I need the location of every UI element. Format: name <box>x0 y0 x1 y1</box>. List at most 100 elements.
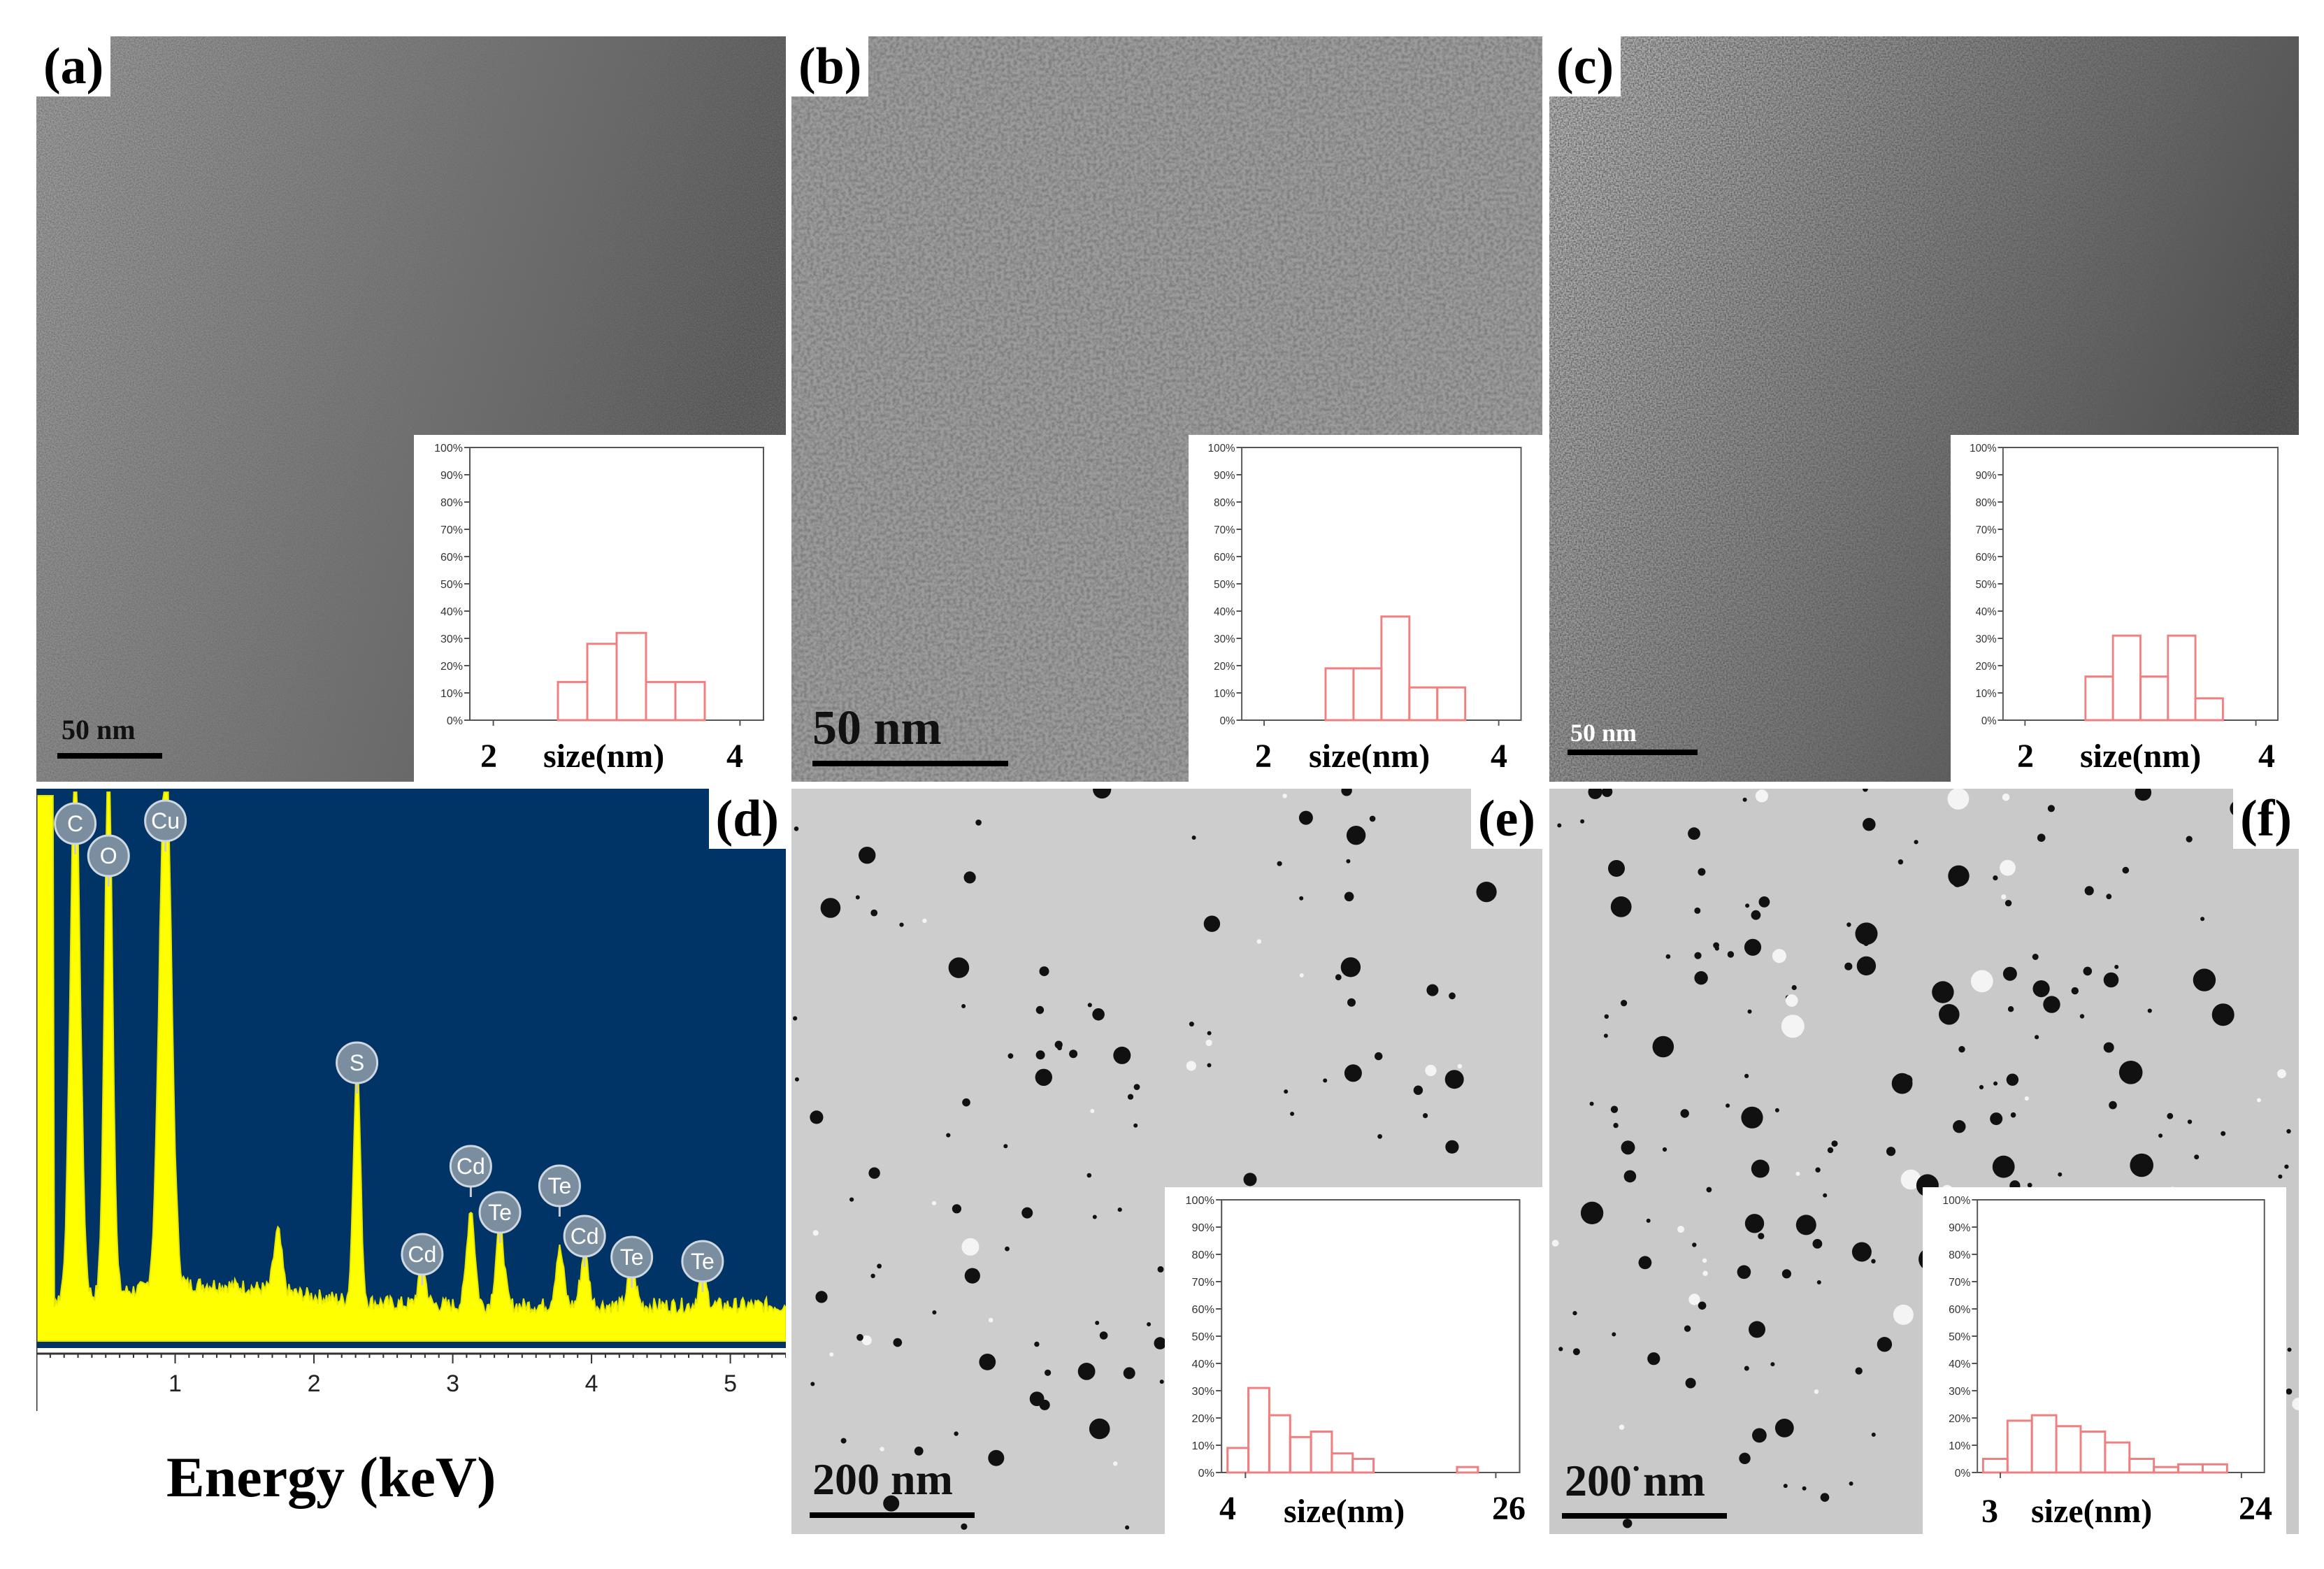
hist-f-tick-min: 3 <box>1981 1493 1998 1530</box>
dots-e-particle <box>1344 1064 1362 1082</box>
hist-e-ytick-label: 20% <box>1192 1412 1214 1425</box>
dots-f-particle <box>2024 1096 2029 1101</box>
hist-c-bar <box>2167 634 2197 722</box>
hist-f-ytick-label: 30% <box>1949 1386 1970 1398</box>
eds-x-tick-label: 1 <box>168 1370 182 1397</box>
hist-b-bar <box>1380 615 1411 722</box>
hist-a-ytick-label: 0% <box>447 715 463 727</box>
hist-f-ytick-label: 10% <box>1949 1440 1970 1452</box>
hist-f-ytick-label: 0% <box>1955 1468 1971 1480</box>
dots-f-particle <box>2058 1172 2063 1177</box>
dots-e-particle <box>1207 1063 1212 1068</box>
dots-e-particle <box>1133 1123 1138 1128</box>
eds-peak-marker-te <box>681 1240 724 1283</box>
hist-a-ytick-label: 20% <box>440 661 463 673</box>
dots-f-particle <box>1677 1226 1685 1233</box>
hist-e-ytick-label: 80% <box>1192 1249 1214 1261</box>
panel-label-c: (c) <box>1549 36 1621 96</box>
dots-f-particle <box>2083 966 2093 976</box>
dots-f-particle <box>2193 968 2216 991</box>
hist-e-bar <box>1310 1431 1333 1474</box>
dots-e-particle <box>1125 1525 1130 1530</box>
dots-f-particle <box>1993 875 1998 881</box>
dots-f-particle <box>1726 1103 1730 1108</box>
eds-peak-marker-cd <box>563 1215 606 1258</box>
eds-x-tick-label: 3 <box>446 1370 459 1397</box>
dots-f-particle <box>1795 1215 1816 1235</box>
dots-e-particle <box>1476 882 1497 903</box>
hist-e-ytick-label: 10% <box>1192 1440 1214 1452</box>
hist-e-tick-min: 4 <box>1219 1490 1236 1527</box>
dots-e-particle <box>1077 1363 1096 1380</box>
dots-e-particle <box>1375 1052 1383 1061</box>
dots-f-particle <box>1688 827 1700 840</box>
dots-f-particle <box>2135 789 2152 801</box>
dots-f-particle <box>1638 1256 1652 1270</box>
dots-f-particle <box>1621 1140 1635 1155</box>
dots-f-particle <box>1621 1000 1628 1007</box>
dots-f-particle <box>1900 1169 1921 1190</box>
hist-a-ytick-label: 90% <box>440 470 463 482</box>
hist-a-tick-max: 4 <box>726 738 743 775</box>
dots-f-particle <box>1781 1015 1805 1038</box>
dots-e-particle <box>1117 1208 1122 1212</box>
hist-e-ytick-label: 100% <box>1186 1194 1215 1207</box>
dots-e-particle <box>1299 973 1304 977</box>
dots-f-particle <box>2032 980 2050 998</box>
dots-f-particle <box>1992 1155 2015 1178</box>
dots-e-particle <box>946 1133 951 1138</box>
dots-e-particle <box>1034 1341 1040 1347</box>
dots-e-particle <box>1426 984 1439 996</box>
dots-e-particle <box>952 1204 961 1214</box>
hist-c-ytick-label: 100% <box>1970 443 1996 455</box>
hist-e-tick-max: 26 <box>1492 1490 1526 1527</box>
dots-f-particle <box>1781 1269 1791 1279</box>
hist-f-bar <box>2201 1463 2228 1474</box>
dots-f-particle <box>1886 1147 1896 1156</box>
eds-peak-label-te: Te <box>488 1200 512 1225</box>
hist-c-ytick-label: 30% <box>1976 633 1997 646</box>
hist-c-ytick-label: 0% <box>1981 715 1997 728</box>
dots-f-particle <box>1844 962 1853 970</box>
dots-f-particle <box>1871 1259 1876 1263</box>
dots-e-particle <box>870 1273 875 1278</box>
dots-f-particle <box>1751 910 1761 920</box>
hist-b-ytick-label: 10% <box>1214 688 1235 700</box>
dots-e-particle <box>1003 1144 1008 1149</box>
dots-f-particle <box>1856 956 1877 976</box>
eds-peak-marker-cu <box>144 799 187 843</box>
dots-f-particle <box>2118 1061 2143 1084</box>
hist-b-ytick-label: 100% <box>1208 443 1235 454</box>
dots-f-particle <box>2004 900 2012 907</box>
eds-peak-label-te: Te <box>691 1249 715 1274</box>
hist-c-ytick-label: 70% <box>1976 524 1997 537</box>
dots-f-particle <box>1970 970 1993 993</box>
dots-f-particle <box>1749 1321 1765 1338</box>
hist-a-ytick-label: 30% <box>440 633 463 645</box>
hist-e-ytick-label: 30% <box>1192 1385 1214 1398</box>
dots-e-particle <box>1341 789 1352 796</box>
dots-f-particle <box>1893 1304 1914 1325</box>
dots-e-particle <box>975 819 982 826</box>
dots-f-particle <box>1623 1170 1637 1183</box>
dots-e-particle <box>1092 1008 1105 1021</box>
dots-f-particle <box>2187 1119 2193 1124</box>
dots-e-particle <box>932 1310 937 1314</box>
dots-e-particle <box>1346 859 1351 864</box>
dots-e-particle <box>1347 998 1356 1007</box>
hist-a-ytick-label: 40% <box>440 606 463 618</box>
dots-f-particle <box>1863 789 1868 792</box>
dots-f-particle <box>2047 805 2055 812</box>
dots-f-particle <box>1572 1311 1577 1316</box>
hist-c-ytick-label: 20% <box>1976 661 1997 673</box>
dots-f-particle <box>1623 1519 1633 1528</box>
hist-f-tick-max: 24 <box>2239 1490 2272 1527</box>
tem-panel-c: (c) 50 nm 0% 10% 20% 30% 40% 50% 60% 70% 80% 90% 1… <box>1549 36 2299 782</box>
hist-b-tick-max: 4 <box>1491 738 1507 775</box>
dots-e-particle <box>861 1335 872 1346</box>
dots-f-particle <box>1646 1218 1651 1223</box>
dots-e-particle <box>1035 1005 1045 1015</box>
dots-f-particle <box>2043 996 2060 1013</box>
hist-a-bar <box>674 680 706 722</box>
histogram-inset-b: 0% 10% 20% 30% 40% 50% 60% 70% 80% 90% 100% 2 size… <box>1189 435 1542 782</box>
